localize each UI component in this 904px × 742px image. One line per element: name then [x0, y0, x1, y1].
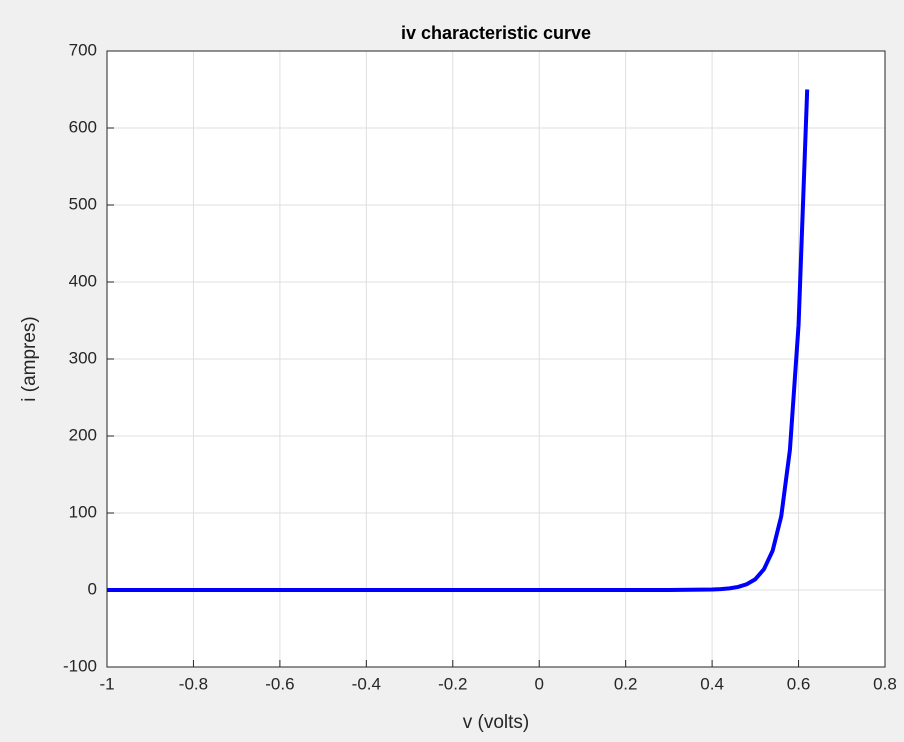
y-tick-label: 100	[69, 502, 97, 521]
y-axis-label: i (ampres)	[19, 316, 40, 402]
x-tick-label: 0	[534, 674, 543, 693]
y-tick-label: -100	[63, 656, 97, 675]
y-tick-label: 200	[69, 425, 97, 444]
x-tick-label: -0.8	[179, 674, 208, 693]
y-tick-label: 0	[88, 579, 97, 598]
y-tick-label: 300	[69, 348, 97, 367]
line	[107, 89, 810, 592]
axes-box	[106, 50, 886, 668]
y-tick-label: 400	[69, 271, 97, 290]
x-axis-label: v (volts)	[463, 712, 530, 733]
y-tick-label: 600	[69, 117, 97, 136]
x-tick-label: 0.2	[614, 674, 638, 693]
y-tick-label: 500	[69, 194, 97, 213]
x-tick-label: 0.4	[700, 674, 724, 693]
x-tick-label: 0.6	[787, 674, 811, 693]
y-tick-label: 700	[69, 40, 97, 59]
x-tick-label: 0.8	[873, 674, 897, 693]
chart-title: iv characteristic curve	[401, 23, 591, 43]
x-tick-label: -0.4	[352, 674, 381, 693]
x-tick-label: -1	[99, 674, 114, 693]
x-tick-label: -0.6	[265, 674, 294, 693]
x-tick-label: -0.2	[438, 674, 467, 693]
